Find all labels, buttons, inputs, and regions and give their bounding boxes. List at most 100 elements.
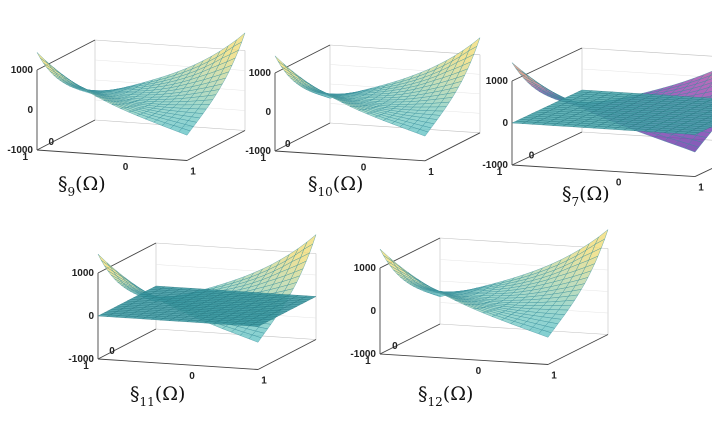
x-tick-label: 1 (190, 167, 196, 178)
z-tick-label: 1000 (72, 268, 95, 279)
surface-patch (708, 82, 712, 88)
axis-frame-line (329, 44, 481, 56)
surface-plane (97, 285, 317, 327)
z-tick-label: 0 (27, 105, 33, 116)
surface-patch (705, 116, 712, 120)
axis-frame-line (439, 323, 609, 335)
z-tick-label: 0 (265, 107, 271, 118)
y-tick-label: 0 (392, 341, 398, 352)
caption-subscript: 9 (68, 185, 76, 199)
x-tick-label: 0 (616, 177, 622, 188)
axis-frame-line (94, 39, 246, 51)
surface-surface (274, 37, 481, 137)
z-tick-label: 0 (88, 311, 94, 322)
z-tick-label: 1000 (249, 68, 272, 79)
axis-frame-line (155, 242, 317, 254)
z-tick-label: -1000 (350, 349, 376, 360)
x-tick-label: 1 (428, 167, 434, 178)
caption-subscript: 11 (140, 395, 155, 409)
y-tick-label: 0 (529, 150, 535, 161)
surface-surface (36, 32, 246, 136)
axis-frame-line (439, 237, 609, 249)
axis-frame-line (155, 328, 317, 340)
axis-frame-line (379, 353, 549, 365)
caption-symbol: § (418, 383, 428, 405)
caption-subscript: 7 (572, 195, 580, 209)
y-tick-label: 1 (365, 356, 371, 367)
z-tick-label: 0 (502, 118, 508, 129)
surface-patch (178, 127, 191, 136)
caption-argument: (Ω) (443, 383, 474, 405)
axis-frame-line (547, 334, 609, 365)
z-tick-label: 0 (370, 306, 376, 317)
axis-frame-line (424, 132, 481, 162)
caption-subscript: 12 (428, 395, 443, 409)
surface-surface (379, 229, 609, 338)
surface-patch (706, 100, 712, 103)
y-tick-label: 0 (109, 346, 115, 357)
caption-symbol: § (562, 183, 572, 205)
axis-frame-line (97, 328, 157, 360)
surface-patch (416, 129, 429, 137)
grid-line (581, 68, 712, 78)
x-tick-label: 1 (698, 183, 704, 194)
surface-surface (97, 234, 317, 343)
caption-symbol: § (308, 173, 318, 195)
x-tick-label: 0 (189, 371, 195, 382)
surface-plane (511, 89, 712, 135)
panel-caption: §7(Ω) (562, 183, 610, 209)
y-tick-label: 1 (22, 152, 28, 163)
z-tick-label: -1000 (245, 146, 271, 157)
surface-patch (709, 115, 712, 118)
z-tick-label: -1000 (68, 354, 94, 365)
panel-caption: §12(Ω) (418, 383, 473, 409)
y-tick-label: 1 (260, 153, 266, 164)
y-tick-label: 0 (48, 137, 54, 148)
surface-patch (706, 110, 712, 113)
axis-frame-line (186, 130, 246, 161)
surface-patch (708, 120, 712, 124)
z-tick-label: 1000 (11, 65, 34, 76)
x-tick-label: 0 (361, 162, 367, 173)
panel-caption: §10(Ω) (308, 173, 363, 199)
x-tick-label: 1 (551, 371, 557, 382)
axis-frame-line (274, 122, 331, 152)
x-tick-label: 1 (261, 376, 267, 387)
caption-argument: (Ω) (579, 183, 610, 205)
caption-subscript: 10 (318, 185, 333, 199)
axis-frame-line (694, 168, 712, 177)
axis-frame-line (36, 119, 96, 151)
axis-frame-line (97, 358, 259, 370)
axis-frame-line (379, 323, 441, 355)
axis-frame-line (36, 149, 188, 161)
y-tick-label: 1 (497, 167, 503, 178)
panel-caption: §9(Ω) (58, 173, 106, 199)
surface-patch (684, 143, 700, 153)
y-tick-label: 0 (285, 139, 291, 150)
caption-argument: (Ω) (333, 173, 364, 195)
surface-patch (708, 104, 712, 107)
caption-argument: (Ω) (75, 173, 106, 195)
caption-symbol: § (130, 383, 140, 405)
caption-argument: (Ω) (155, 383, 186, 405)
axis-frame-line (274, 150, 426, 162)
surface-patch (538, 329, 552, 338)
x-tick-label: 0 (476, 366, 482, 377)
z-tick-label: 1000 (486, 76, 509, 87)
axis-frame-line (257, 339, 317, 370)
surface-patch (705, 74, 712, 82)
x-tick-label: 0 (123, 162, 129, 173)
surface-patch (684, 131, 700, 135)
surface-patch (248, 334, 262, 343)
y-tick-label: 1 (83, 361, 89, 372)
axis-frame-line (511, 164, 696, 177)
z-tick-label: -1000 (7, 145, 33, 156)
z-tick-label: 1000 (354, 263, 377, 274)
axis-frame-line (511, 131, 583, 166)
surface-patch (248, 324, 262, 327)
